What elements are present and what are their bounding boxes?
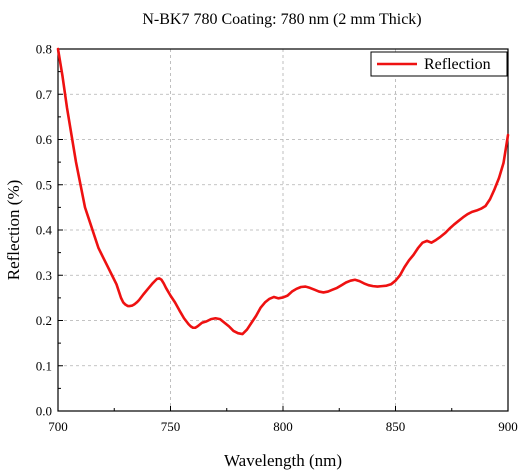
y-tick-label: 0.3 (36, 268, 52, 283)
y-tick-label: 0.7 (36, 87, 53, 102)
y-tick-label: 0.6 (36, 132, 53, 147)
x-tick-label: 800 (273, 419, 293, 434)
x-tick-label: 900 (498, 419, 518, 434)
y-tick-label: 0.0 (36, 404, 52, 419)
legend: Reflection (370, 51, 508, 77)
y-tick-label: 0.4 (36, 223, 53, 238)
y-tick-label: 0.2 (36, 313, 52, 328)
y-tick-label: 0.5 (36, 177, 52, 192)
y-tick-labels: 0.0 0.1 0.2 0.3 0.4 0.5 0.6 0.7 0.8 (36, 42, 53, 419)
grid-lines (58, 49, 508, 411)
x-tick-label: 700 (48, 419, 68, 434)
axis-ticks (57, 48, 509, 412)
y-tick-label: 0.8 (36, 42, 52, 57)
x-tick-labels: 700 750 800 850 900 (48, 419, 518, 434)
x-tick-label: 750 (161, 419, 181, 434)
series-line-reflection (56, 47, 510, 336)
legend-label: Reflection (424, 56, 491, 73)
x-tick-label: 850 (386, 419, 406, 434)
x-axis-label: Wavelength (nm) (224, 451, 342, 470)
y-tick-label: 0.1 (36, 358, 52, 373)
y-axis-label: Reflection (%) (4, 180, 23, 281)
chart-title: N-BK7 780 Coating: 780 nm (2 mm Thick) (142, 11, 421, 28)
